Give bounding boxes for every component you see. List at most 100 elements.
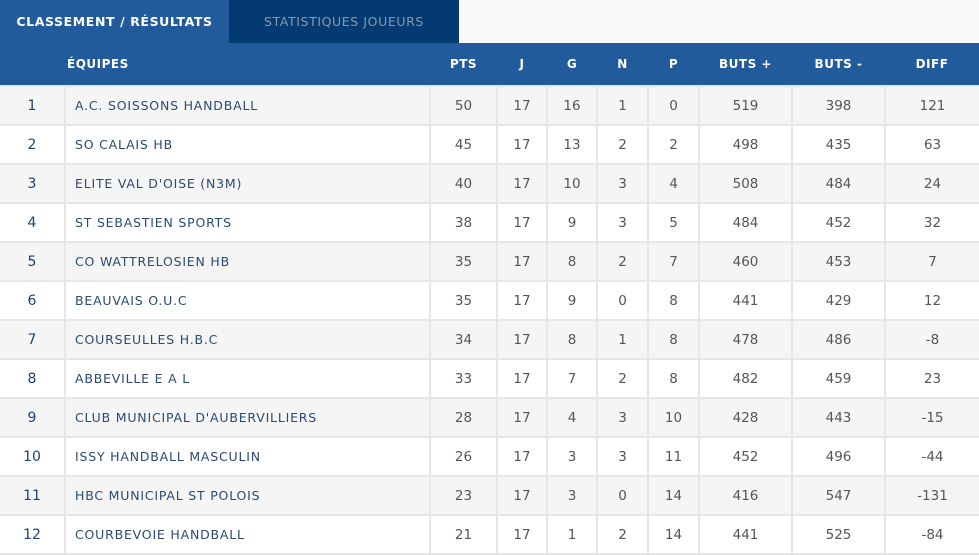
cell-rank: 12 <box>0 514 66 555</box>
cell-goals-for: 441 <box>698 514 793 555</box>
cell-rank: 10 <box>0 436 66 477</box>
cell-drawn: 0 <box>596 280 649 321</box>
cell-played: 17 <box>496 436 548 477</box>
table-header: ÉQUIPES PTS J G N P BUTS + BUTS - DIFF <box>0 43 979 86</box>
tab-statistiques-joueurs[interactable]: STATISTIQUES JOUEURS <box>229 0 459 43</box>
cell-won: 13 <box>546 124 598 165</box>
cell-team[interactable]: ISSY HANDBALL MASCULIN <box>64 436 431 477</box>
cell-drawn: 3 <box>596 202 649 243</box>
cell-goals-against: 525 <box>791 514 886 555</box>
header-drawn[interactable]: N <box>617 57 628 71</box>
cell-lost: 2 <box>647 124 700 165</box>
cell-goals-against: 452 <box>791 202 886 243</box>
cell-goals-for: 484 <box>698 202 793 243</box>
cell-played: 17 <box>496 202 548 243</box>
cell-won: 10 <box>546 163 598 204</box>
cell-rank: 9 <box>0 397 66 438</box>
cell-goals-against: 429 <box>791 280 886 321</box>
cell-played: 17 <box>496 124 548 165</box>
cell-rank: 8 <box>0 358 66 399</box>
cell-goals-against: 453 <box>791 241 886 282</box>
cell-points: 34 <box>429 319 498 360</box>
cell-goal-diff: 32 <box>884 202 979 243</box>
cell-team[interactable]: CO WATTRELOSIEN HB <box>64 241 431 282</box>
table-row: 10 ISSY HANDBALL MASCULIN 26 17 3 3 11 452 496 -4… <box>0 436 979 477</box>
cell-goal-diff: 121 <box>884 85 979 126</box>
cell-rank: 6 <box>0 280 66 321</box>
cell-won: 4 <box>546 397 598 438</box>
table-row: 6 BEAUVAIS O.U.C 35 17 9 0 8 441 429 12 <box>0 280 979 321</box>
cell-drawn: 3 <box>596 163 649 204</box>
table-row: 12 COURBEVOIE HANDBALL 21 17 1 2 14 441 525 -84 <box>0 514 979 555</box>
cell-points: 23 <box>429 475 498 516</box>
cell-played: 17 <box>496 85 548 126</box>
cell-won: 1 <box>546 514 598 555</box>
cell-goals-for: 452 <box>698 436 793 477</box>
cell-points: 35 <box>429 280 498 321</box>
cell-goals-for: 482 <box>698 358 793 399</box>
cell-drawn: 1 <box>596 85 649 126</box>
cell-won: 16 <box>546 85 598 126</box>
cell-goals-for: 478 <box>698 319 793 360</box>
cell-played: 17 <box>496 241 548 282</box>
cell-team[interactable]: CLUB MUNICIPAL D'AUBERVILLIERS <box>64 397 431 438</box>
cell-won: 8 <box>546 319 598 360</box>
header-won[interactable]: G <box>566 57 578 71</box>
header-lost[interactable]: P <box>668 57 679 71</box>
cell-played: 17 <box>496 319 548 360</box>
cell-rank: 5 <box>0 241 66 282</box>
cell-won: 3 <box>546 436 598 477</box>
cell-goal-diff: -131 <box>884 475 979 516</box>
header-goal-diff[interactable]: DIFF <box>915 57 949 71</box>
cell-goals-against: 459 <box>791 358 886 399</box>
cell-team[interactable]: HBC MUNICIPAL ST POLOIS <box>64 475 431 516</box>
tab-classement[interactable]: CLASSEMENT / RÉSULTATS <box>0 0 229 43</box>
cell-team[interactable]: ST SEBASTIEN SPORTS <box>64 202 431 243</box>
cell-rank: 4 <box>0 202 66 243</box>
header-rank[interactable] <box>0 43 65 86</box>
cell-points: 40 <box>429 163 498 204</box>
cell-team[interactable]: COURBEVOIE HANDBALL <box>64 514 431 555</box>
header-played[interactable]: J <box>519 57 525 71</box>
header-points[interactable]: PTS <box>449 57 478 71</box>
cell-points: 35 <box>429 241 498 282</box>
cell-goals-for: 519 <box>698 85 793 126</box>
tab-bar: CLASSEMENT / RÉSULTATS STATISTIQUES JOUE… <box>0 0 979 43</box>
cell-team[interactable]: A.C. SOISSONS HANDBALL <box>64 85 431 126</box>
header-goals-against[interactable]: BUTS - <box>814 57 863 71</box>
cell-won: 3 <box>546 475 598 516</box>
cell-lost: 8 <box>647 280 700 321</box>
cell-team[interactable]: ABBEVILLE E A L <box>64 358 431 399</box>
cell-lost: 14 <box>647 475 700 516</box>
cell-goals-for: 416 <box>698 475 793 516</box>
cell-drawn: 2 <box>596 241 649 282</box>
cell-rank: 11 <box>0 475 66 516</box>
cell-played: 17 <box>496 358 548 399</box>
cell-team[interactable]: BEAUVAIS O.U.C <box>64 280 431 321</box>
cell-drawn: 1 <box>596 319 649 360</box>
cell-lost: 8 <box>647 358 700 399</box>
cell-points: 45 <box>429 124 498 165</box>
table-row: 5 CO WATTRELOSIEN HB 35 17 8 2 7 460 453 7 <box>0 241 979 282</box>
cell-lost: 4 <box>647 163 700 204</box>
cell-goal-diff: -84 <box>884 514 979 555</box>
cell-played: 17 <box>496 514 548 555</box>
cell-goal-diff: -44 <box>884 436 979 477</box>
cell-drawn: 2 <box>596 358 649 399</box>
cell-goals-against: 443 <box>791 397 886 438</box>
cell-played: 17 <box>496 163 548 204</box>
table-row: 9 CLUB MUNICIPAL D'AUBERVILLIERS 28 17 4 3 10 4… <box>0 397 979 438</box>
table-row: 7 COURSEULLES H.B.C 34 17 8 1 8 478 486 -8 <box>0 319 979 360</box>
header-team[interactable]: ÉQUIPES <box>67 57 129 71</box>
cell-points: 28 <box>429 397 498 438</box>
cell-team[interactable]: COURSEULLES H.B.C <box>64 319 431 360</box>
cell-team[interactable]: SO CALAIS HB <box>64 124 431 165</box>
header-goals-for[interactable]: BUTS + <box>719 57 772 71</box>
cell-goals-against: 486 <box>791 319 886 360</box>
table-row: 2 SO CALAIS HB 45 17 13 2 2 498 435 63 <box>0 124 979 165</box>
cell-lost: 0 <box>647 85 700 126</box>
cell-won: 9 <box>546 280 598 321</box>
cell-goal-diff: 7 <box>884 241 979 282</box>
cell-team[interactable]: ELITE VAL D'OISE (N3M) <box>64 163 431 204</box>
cell-lost: 11 <box>647 436 700 477</box>
